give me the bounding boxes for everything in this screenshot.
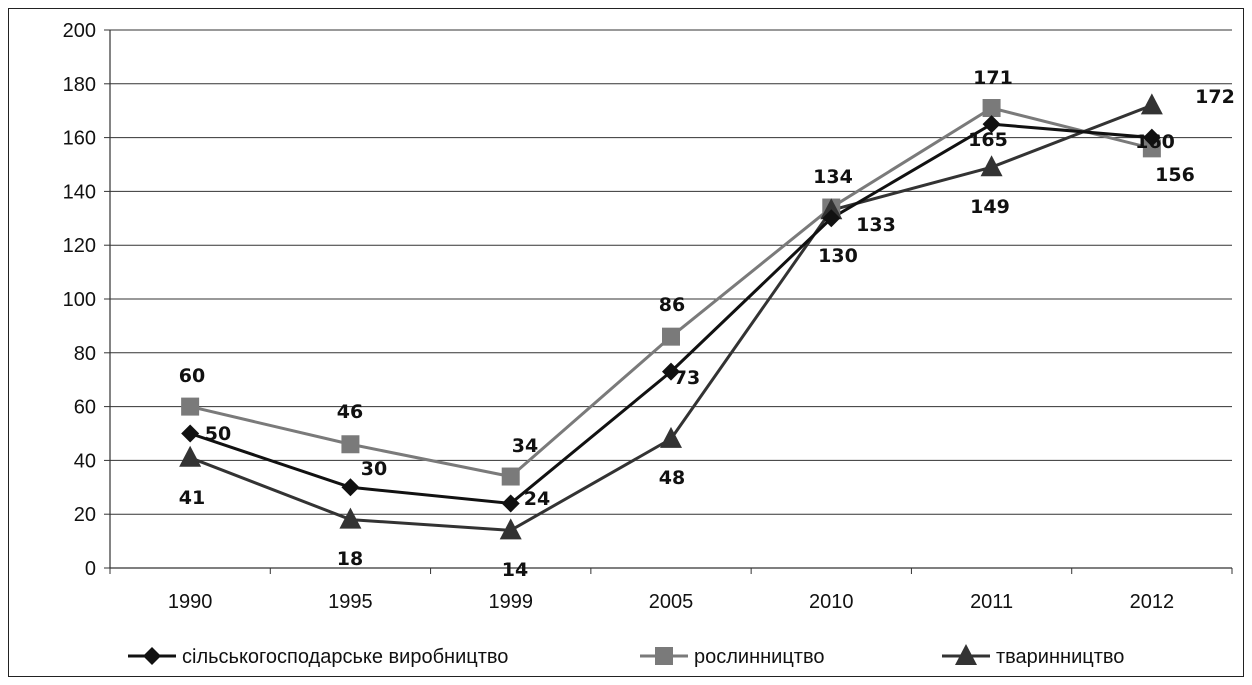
- data-point: [1142, 139, 1161, 158]
- data-point: [982, 115, 1001, 134]
- legend-marker: [655, 647, 673, 665]
- y-tick-label: 200: [63, 20, 96, 42]
- data-point: [822, 209, 841, 228]
- data-point: [660, 426, 682, 448]
- data-point: [499, 518, 522, 540]
- data-label: 130: [818, 245, 858, 267]
- legend-label: сільськогосподарське виробництво: [182, 646, 508, 668]
- axes: 0 20 40 60 80 100 120 140 160 180 200 1990 1995 1999 2…: [63, 20, 1233, 613]
- legend: сільськогосподарське виробництво рослинни…: [128, 644, 1124, 668]
- data-label: 160: [1135, 131, 1175, 153]
- y-tick-label: 100: [63, 289, 96, 311]
- legend-label: тваринництво: [996, 646, 1124, 668]
- data-point: [662, 327, 680, 346]
- x-tick-label: 2012: [1130, 591, 1175, 613]
- y-tick-label: 40: [74, 450, 96, 472]
- data-point: [341, 478, 360, 497]
- data-labels: 50 30 24 73 130 165 160 60 46 34 86 134 171 156 41 18 14…: [179, 67, 1235, 581]
- data-point: [181, 397, 200, 416]
- x-tick-label: 1999: [488, 591, 533, 613]
- data-label: 149: [970, 196, 1010, 218]
- y-tick-label: 160: [63, 128, 96, 150]
- data-label: 30: [361, 458, 387, 480]
- y-tick-label: 60: [74, 397, 96, 419]
- y-tick-label: 140: [63, 181, 96, 203]
- y-tick-label: 80: [74, 343, 96, 365]
- data-label: 156: [1155, 164, 1195, 186]
- data-label: 41: [179, 487, 205, 509]
- x-tick-label: 2011: [970, 591, 1013, 613]
- data-label: 134: [813, 166, 853, 188]
- data-point: [339, 507, 362, 529]
- gridlines: [110, 29, 1232, 515]
- data-label: 34: [512, 435, 538, 457]
- data-label: 46: [337, 401, 363, 423]
- data-label: 86: [659, 294, 685, 316]
- x-tick-label: 1995: [328, 591, 373, 613]
- data-label: 133: [856, 214, 896, 236]
- data-label: 172: [1195, 86, 1235, 108]
- data-label: 73: [674, 367, 700, 389]
- data-label: 24: [524, 488, 550, 510]
- data-point: [982, 99, 1001, 118]
- data-point: [501, 494, 520, 513]
- y-tick-label: 0: [85, 558, 96, 580]
- series-line-1: [189, 106, 1153, 479]
- data-point: [501, 467, 520, 486]
- data-point: [820, 198, 843, 220]
- y-tick-label: 180: [63, 74, 96, 96]
- data-label: 18: [337, 548, 363, 570]
- legend-marker: [143, 647, 161, 665]
- legend-marker: [955, 644, 977, 665]
- data-point: [341, 435, 360, 454]
- data-label: 165: [968, 129, 1008, 151]
- y-tick-label: 120: [63, 235, 96, 257]
- data-label: 48: [659, 467, 685, 489]
- x-tick-label: 2010: [809, 591, 854, 613]
- data-point: [1142, 128, 1161, 147]
- x-tick-label: 1990: [168, 591, 213, 613]
- data-label: 14: [502, 559, 528, 581]
- data-point: [980, 155, 1003, 177]
- data-point: [662, 362, 680, 381]
- data-point: [179, 445, 202, 467]
- data-point: [181, 424, 200, 443]
- data-label: 60: [179, 365, 205, 387]
- y-tick-label: 20: [74, 504, 96, 526]
- data-point: [1140, 93, 1163, 115]
- legend-label: рослинництво: [694, 646, 825, 668]
- data-label: 50: [205, 423, 231, 445]
- data-label: 171: [973, 67, 1013, 89]
- series-lines: [179, 93, 1163, 540]
- x-tick-label: 2005: [649, 591, 694, 613]
